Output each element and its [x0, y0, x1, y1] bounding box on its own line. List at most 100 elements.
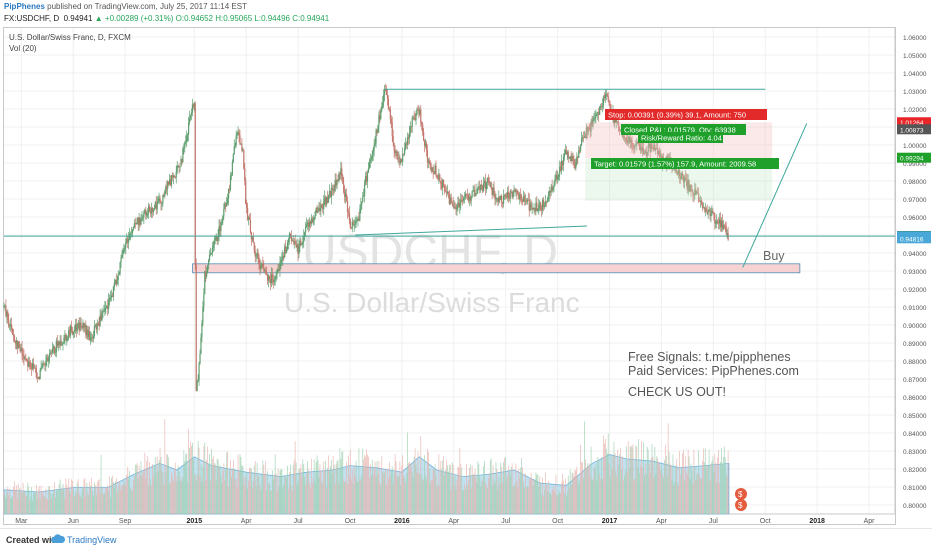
candle-body	[534, 208, 536, 212]
candle-body	[719, 219, 722, 228]
candle-body	[377, 125, 379, 133]
candle-body	[616, 121, 618, 123]
x-tick-label: 2017	[602, 518, 618, 525]
candle-body	[365, 176, 368, 182]
candle-body	[408, 132, 410, 139]
candle-body	[368, 161, 370, 168]
price-tag-bg	[897, 152, 931, 163]
candle-body	[175, 171, 177, 178]
candle-body	[650, 143, 652, 152]
y-tick-label: 0.90000	[903, 323, 927, 330]
event-icon[interactable]: $ $	[735, 488, 747, 511]
candle-body	[679, 169, 681, 177]
candle-body	[204, 271, 206, 295]
candle-body	[222, 216, 224, 220]
candle-body	[402, 153, 404, 162]
candle-body	[32, 363, 35, 369]
x-tick-label: Oct	[552, 518, 563, 525]
candle-body	[425, 143, 428, 151]
candle-body	[185, 141, 187, 143]
candle-body	[592, 119, 594, 127]
candle-body	[709, 209, 711, 216]
stop-label-bg	[605, 109, 767, 120]
candle-body	[71, 331, 74, 335]
candle-body	[40, 367, 42, 370]
candle-body	[467, 194, 469, 201]
candle-body	[421, 122, 423, 125]
candle-body	[647, 146, 649, 153]
candle-body	[658, 151, 660, 155]
candle-body	[276, 272, 278, 274]
candle-body	[445, 191, 448, 194]
candle-body	[497, 198, 499, 202]
candle-body	[435, 165, 437, 176]
candle-body	[695, 189, 697, 194]
candle-body	[127, 238, 129, 243]
candle-body	[708, 209, 710, 212]
candle-body	[278, 268, 280, 271]
candle-body	[570, 156, 572, 162]
candle-body	[574, 164, 576, 169]
stop-label: Stop: 0.00391 (0.39%) 39.1, Amount: 750	[608, 111, 746, 120]
candle-body	[374, 143, 376, 145]
candle-body	[395, 151, 397, 153]
candle-body	[682, 175, 685, 183]
candle-body	[522, 196, 525, 202]
candle-body	[390, 118, 392, 123]
price-chart[interactable]: USDCHF, D U.S. Dollar/Swiss Franc Stop: …	[0, 0, 932, 528]
candle-body	[57, 341, 59, 347]
candle-body	[523, 196, 526, 202]
candle-body	[338, 173, 340, 182]
candle-body	[239, 135, 241, 145]
candle-body	[319, 208, 321, 211]
indicator-label: Vol (20)	[9, 44, 37, 53]
candle-body	[448, 193, 450, 204]
candle-body	[473, 189, 475, 191]
candle-body	[436, 175, 438, 178]
candle-body	[30, 367, 33, 370]
y-tick-label: 0.96000	[903, 215, 927, 222]
candle-body	[628, 137, 630, 140]
candle-body	[194, 103, 196, 265]
tradingview-link[interactable]: TradingView	[67, 535, 117, 545]
candle-body	[261, 263, 263, 267]
candle-body	[80, 322, 82, 327]
candle-body	[648, 143, 650, 147]
y-tick-label: 0.94000	[903, 251, 927, 258]
author-link[interactable]: PipPhenes	[4, 2, 45, 11]
candle-body	[296, 244, 298, 247]
candle-body	[556, 175, 558, 180]
candle-body	[455, 208, 457, 210]
candle-body	[148, 206, 150, 213]
candle-body	[546, 201, 548, 202]
candle-body	[530, 203, 532, 209]
publish-info: PipPhenes published on TradingView.com, …	[4, 2, 247, 11]
candle-body	[173, 175, 175, 178]
candle-body	[444, 191, 447, 192]
candle-body	[233, 146, 235, 154]
candle-body	[191, 104, 194, 113]
candle-body	[27, 361, 29, 367]
candle-body	[459, 204, 461, 208]
candle-body	[13, 336, 16, 341]
candle-body	[707, 211, 709, 214]
candle-body	[470, 196, 472, 201]
candle-body	[220, 222, 222, 232]
candle-body	[508, 197, 510, 199]
candle-body	[322, 205, 324, 210]
candle-body	[259, 264, 261, 269]
candle-body	[690, 185, 692, 191]
candle-body	[323, 200, 325, 210]
candle-body	[237, 132, 239, 135]
candle-body	[626, 140, 628, 144]
candle-body	[644, 151, 646, 154]
x-tick-label: Jul	[294, 518, 303, 525]
candle-body	[118, 273, 120, 275]
candle-body	[560, 166, 562, 171]
candle-body	[264, 270, 266, 271]
candle-body	[356, 220, 358, 222]
candle-body	[145, 209, 147, 216]
candle-body	[221, 219, 223, 223]
free-signals-text: Free Signals: t.me/pipphenes	[628, 350, 791, 364]
candle-body	[126, 238, 128, 243]
